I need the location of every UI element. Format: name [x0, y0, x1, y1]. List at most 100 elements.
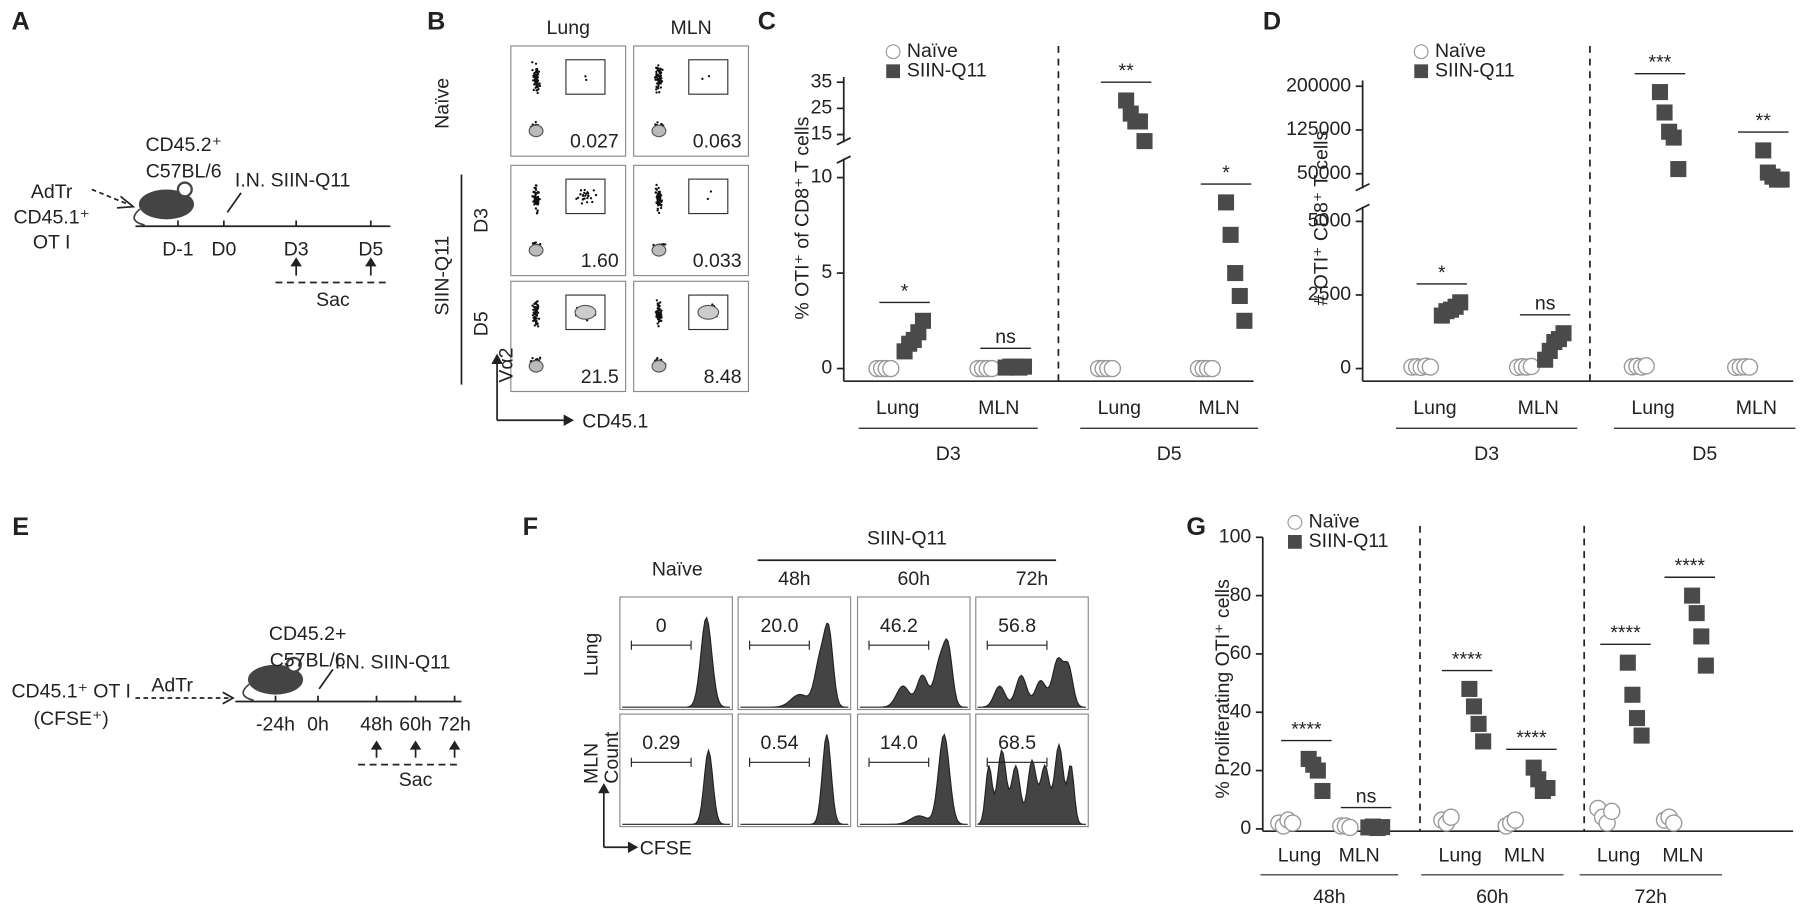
event-dot	[659, 312, 662, 316]
event-dot	[655, 188, 659, 191]
event-dot	[656, 207, 659, 210]
timeline-label: 0h	[307, 714, 329, 736]
event-dot	[533, 324, 536, 327]
legend-marker	[885, 44, 901, 60]
host-label: C57BL/6	[146, 160, 222, 182]
arrow-head	[409, 740, 422, 750]
data-point	[1624, 686, 1641, 703]
x-tick-label: MLN	[1736, 397, 1777, 419]
x-tick-label: MLN	[1504, 845, 1545, 867]
row-label: MLN	[581, 743, 603, 784]
event-dot	[655, 299, 659, 302]
event-dot	[655, 201, 658, 204]
histogram	[622, 748, 731, 825]
event-dot	[532, 88, 535, 92]
data-point	[1222, 226, 1239, 243]
histogram	[859, 733, 968, 825]
y-tick-label: 2500	[1308, 283, 1352, 305]
event-dot	[656, 314, 660, 317]
event-dot	[532, 308, 535, 311]
flow-plot	[633, 280, 750, 393]
data-point	[1015, 358, 1033, 375]
data-point	[1283, 814, 1302, 832]
legend-marker	[1287, 514, 1303, 530]
group-label: 60h	[1476, 886, 1509, 907]
event-dot	[657, 211, 661, 215]
column-label: SIIN-Q11	[867, 528, 947, 550]
data-point	[983, 359, 1001, 378]
arrow-head	[222, 691, 235, 705]
arrow-head	[563, 414, 574, 426]
event-dot	[592, 189, 595, 192]
gate-value: 0.063	[693, 131, 742, 153]
histogram	[622, 616, 731, 708]
y-tick-label: 5	[821, 261, 832, 283]
timeline-label: D0	[211, 238, 236, 260]
donor-label: AdTr	[31, 181, 73, 203]
panel-label: A	[12, 8, 30, 36]
event-dot	[536, 209, 539, 212]
data-point	[1688, 605, 1705, 622]
y-tick-label: 25	[811, 97, 833, 119]
axis-break	[836, 155, 852, 164]
event-dot	[657, 80, 660, 83]
event-dot	[589, 197, 593, 200]
event-dot	[656, 198, 659, 202]
arrow-head	[290, 257, 302, 267]
event-dot	[534, 196, 537, 200]
significance-label: ns	[1356, 785, 1377, 807]
significance-label: *	[901, 280, 909, 302]
axis-break	[1355, 182, 1370, 192]
axis-break	[836, 137, 852, 146]
legend-label: SIIN-Q11	[907, 59, 987, 81]
y-tick-label: 0	[1340, 357, 1351, 379]
event-dot	[534, 241, 537, 244]
histogram	[977, 742, 1086, 825]
x-tick-label: Lung	[876, 397, 919, 419]
event-dot	[659, 86, 663, 89]
event-dot	[583, 188, 586, 192]
y-axis-label: # OTI⁺ CD8⁺ T cells	[1311, 131, 1333, 306]
density-core	[651, 359, 667, 373]
event-dot	[660, 200, 663, 204]
legend-label: SIIN-Q11	[1435, 59, 1515, 81]
gate	[688, 178, 729, 215]
legend-label: Naïve	[1309, 511, 1360, 533]
event-dot	[587, 194, 590, 197]
arrow-head	[491, 353, 503, 364]
event-dot	[536, 195, 540, 199]
event-dot	[535, 67, 539, 71]
data-point	[1103, 359, 1122, 378]
timeline-label: -24h	[256, 714, 295, 736]
data-point	[914, 312, 931, 329]
y-tick-label: 5000	[1308, 210, 1352, 232]
data-point	[1637, 357, 1655, 375]
density-core	[528, 243, 544, 257]
event-dot	[661, 68, 664, 71]
event-dot	[657, 201, 660, 204]
event-dot	[659, 196, 662, 199]
event-dot	[537, 83, 540, 86]
data-point	[1555, 325, 1572, 342]
event-dot	[585, 78, 588, 82]
event-dot	[659, 194, 662, 197]
event-dot	[539, 242, 542, 246]
event-dot	[579, 189, 583, 192]
event-dot	[655, 85, 658, 88]
event-dot	[534, 207, 538, 210]
data-point	[1619, 654, 1636, 671]
x-tick-label: Lung	[1413, 397, 1456, 419]
data-point	[1452, 294, 1469, 311]
row-label: Naïve	[431, 78, 453, 129]
data-point	[1341, 818, 1359, 837]
event-dot	[579, 193, 582, 196]
axis-label: Vα2	[496, 348, 518, 383]
event-dot	[656, 357, 659, 360]
flow-plot	[633, 164, 750, 277]
y-axis-label: % Proliferating OTI⁺ cells	[1212, 579, 1234, 799]
timeline-label: 72h	[438, 714, 471, 736]
data-point	[1461, 680, 1478, 697]
event-dot	[660, 71, 663, 74]
event-dot	[709, 190, 713, 193]
host-label: CD45.2⁺	[145, 134, 221, 156]
